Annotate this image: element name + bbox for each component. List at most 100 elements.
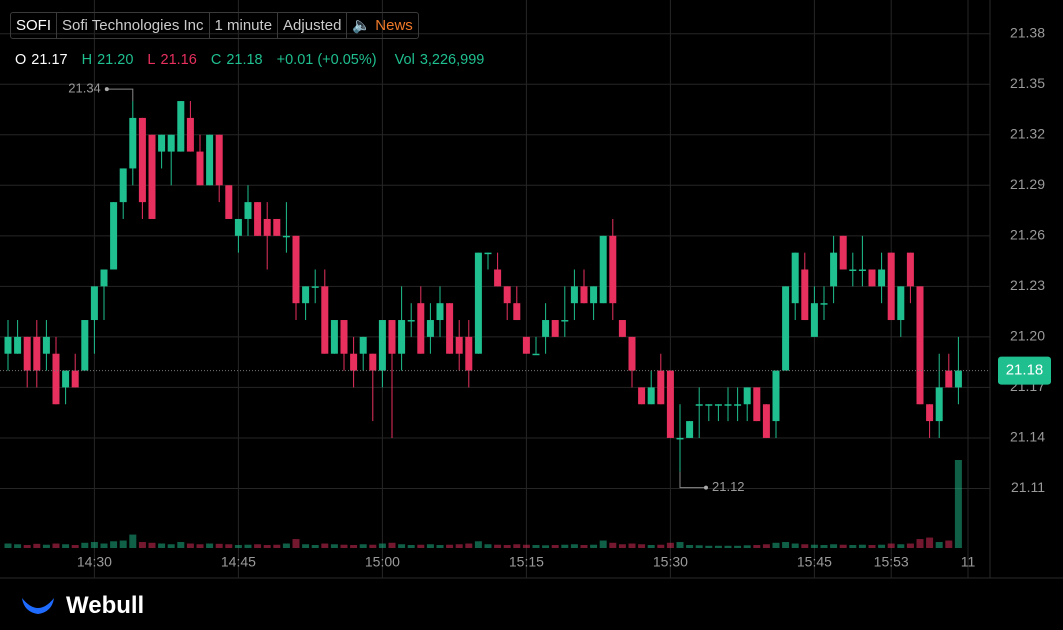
volume-bar <box>273 544 281 548</box>
volume-bar <box>14 544 22 548</box>
volume-bar <box>215 543 223 548</box>
candle-body <box>810 303 818 337</box>
candle-body <box>561 320 569 322</box>
interval[interactable]: 1 minute <box>210 13 279 38</box>
volume-bar <box>311 545 319 548</box>
news-label[interactable]: News <box>375 17 413 34</box>
candle-body <box>388 320 396 354</box>
volume-bar <box>119 540 127 548</box>
volume-bar <box>599 540 607 548</box>
volume-bar <box>810 544 818 548</box>
candle-body <box>167 134 175 152</box>
volume-bar <box>254 544 262 548</box>
candle-body <box>119 168 127 203</box>
volume-bar <box>110 541 118 548</box>
volume-bar <box>81 542 89 548</box>
x-tick-label: 14:30 <box>77 554 112 570</box>
candle-body <box>350 353 358 371</box>
high-marker-label: 21.34 <box>68 81 101 96</box>
candle-body <box>177 101 185 152</box>
volume-bar <box>42 544 50 548</box>
volume-bar <box>234 545 242 548</box>
low-marker-label: 21.12 <box>712 479 745 494</box>
volume-bar <box>52 543 60 548</box>
candle-body <box>849 269 857 271</box>
candle-body <box>599 235 607 304</box>
volume-bar <box>158 543 166 548</box>
candle-body <box>71 370 79 388</box>
candle-body <box>532 353 540 356</box>
label: Vol <box>394 52 415 68</box>
candle-body <box>484 252 492 255</box>
label: O <box>15 52 27 68</box>
candle-body <box>935 387 943 422</box>
candle-body <box>897 286 905 321</box>
high-marker-line <box>106 88 134 102</box>
volume-bar <box>350 545 358 548</box>
candle-body <box>503 286 511 304</box>
candle-body <box>330 320 338 354</box>
candle-body <box>782 286 790 371</box>
volume-bar <box>686 545 694 548</box>
volume-bar <box>849 545 857 548</box>
volume-bar <box>455 544 463 548</box>
candle-body <box>14 336 22 354</box>
volume-bar <box>561 544 569 548</box>
toolbar: SOFI Sofi Technologies Inc 1 minute Adju… <box>10 12 419 39</box>
candle-body <box>724 404 732 406</box>
volume-bar <box>484 544 492 548</box>
candle-body <box>110 202 118 270</box>
candle-body <box>455 336 463 354</box>
volume-bar <box>474 541 482 548</box>
news[interactable]: 🔈 News <box>352 17 413 34</box>
x-tick-label: 15:15 <box>509 554 544 570</box>
candle-body <box>590 286 598 304</box>
volume-bar <box>580 545 588 548</box>
adjustment[interactable]: Adjusted <box>278 13 348 38</box>
x-tick-label: 15:45 <box>797 554 832 570</box>
volume-bar <box>887 543 895 548</box>
low-marker-dot <box>704 485 708 490</box>
volume-bar <box>503 545 511 548</box>
candle-body <box>494 269 502 287</box>
volume-bar <box>570 544 578 548</box>
candle-body <box>618 320 626 337</box>
last-price-label: 21.18 <box>1006 362 1044 379</box>
candle-body <box>282 235 290 238</box>
label: H <box>81 52 93 68</box>
candle-body <box>321 286 329 354</box>
candle-body <box>743 387 751 405</box>
candle-body <box>186 117 194 152</box>
candle-body <box>638 387 646 405</box>
candle-body <box>801 269 809 321</box>
volume-bar <box>772 542 780 548</box>
volume-bar <box>302 544 310 548</box>
candle-body <box>762 404 770 438</box>
volume-bar <box>436 545 444 548</box>
volume-bar <box>398 544 406 548</box>
volume-bar <box>446 544 454 548</box>
value: 21.17 <box>31 52 68 68</box>
volume-bar <box>935 542 943 548</box>
x-tick-label: 15:30 <box>653 554 688 570</box>
candle-body <box>522 336 530 354</box>
volume-bar <box>753 545 761 548</box>
candle-body <box>148 134 156 219</box>
volume-bar <box>906 543 914 548</box>
y-tick-label: 21.20 <box>1010 328 1045 344</box>
candle-body <box>772 370 780 422</box>
symbol[interactable]: SOFI <box>11 13 58 38</box>
candle-body <box>311 286 319 288</box>
candle-body <box>628 336 636 371</box>
candle-body <box>695 404 703 406</box>
change: +0.01 (+0.05%) <box>276 52 377 68</box>
volume-bar <box>868 545 876 548</box>
y-tick-label: 21.14 <box>1010 429 1045 445</box>
candle-body <box>954 370 962 388</box>
candle-body <box>234 218 242 236</box>
company-name: Sofi Technologies Inc <box>57 13 210 38</box>
volume-bar <box>666 542 674 548</box>
value: 21.20 <box>97 52 134 68</box>
